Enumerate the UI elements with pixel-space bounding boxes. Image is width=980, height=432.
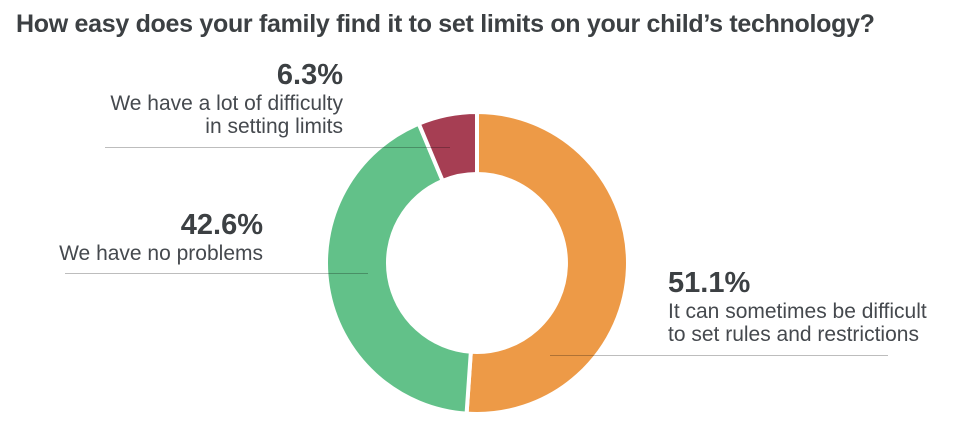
segment-label-sometimes-line2: to set rules and restrictions: [668, 323, 919, 346]
segment-value-no-problems: 42.6%: [180, 209, 263, 241]
donut-slice-2: [416, 109, 479, 184]
leader-line-sometimes: [550, 355, 888, 356]
callout-difficulty: 6.3% We have a lot of difficulty in sett…: [110, 60, 343, 138]
segment-label-difficulty-line1: We have a lot of difficulty: [110, 92, 343, 115]
chart-title: How easy does your family find it to set…: [16, 10, 875, 38]
segment-label-sometimes-line1: It can sometimes be difficult: [668, 300, 927, 323]
callout-sometimes: 51.1% It can sometimes be difficult to s…: [668, 268, 927, 346]
callout-no-problems: 42.6% We have no problems: [59, 210, 263, 265]
segment-label-difficulty-line2: in setting limits: [205, 115, 343, 138]
leader-line-no-problems: [65, 273, 368, 274]
donut-slice-1: [324, 121, 473, 416]
segment-label-difficulty: We have a lot of difficulty in setting l…: [110, 92, 343, 138]
segment-value-difficulty: 6.3%: [276, 59, 343, 91]
segment-label-sometimes: It can sometimes be difficult to set rul…: [668, 300, 927, 346]
donut-chart: [324, 109, 630, 416]
segment-label-no-problems: We have no problems: [59, 242, 263, 265]
segment-value-sometimes: 51.1%: [668, 267, 751, 299]
segment-label-no-problems-line1: We have no problems: [59, 242, 263, 265]
donut-slice-0: [464, 109, 630, 416]
leader-line-difficulty: [105, 147, 450, 148]
